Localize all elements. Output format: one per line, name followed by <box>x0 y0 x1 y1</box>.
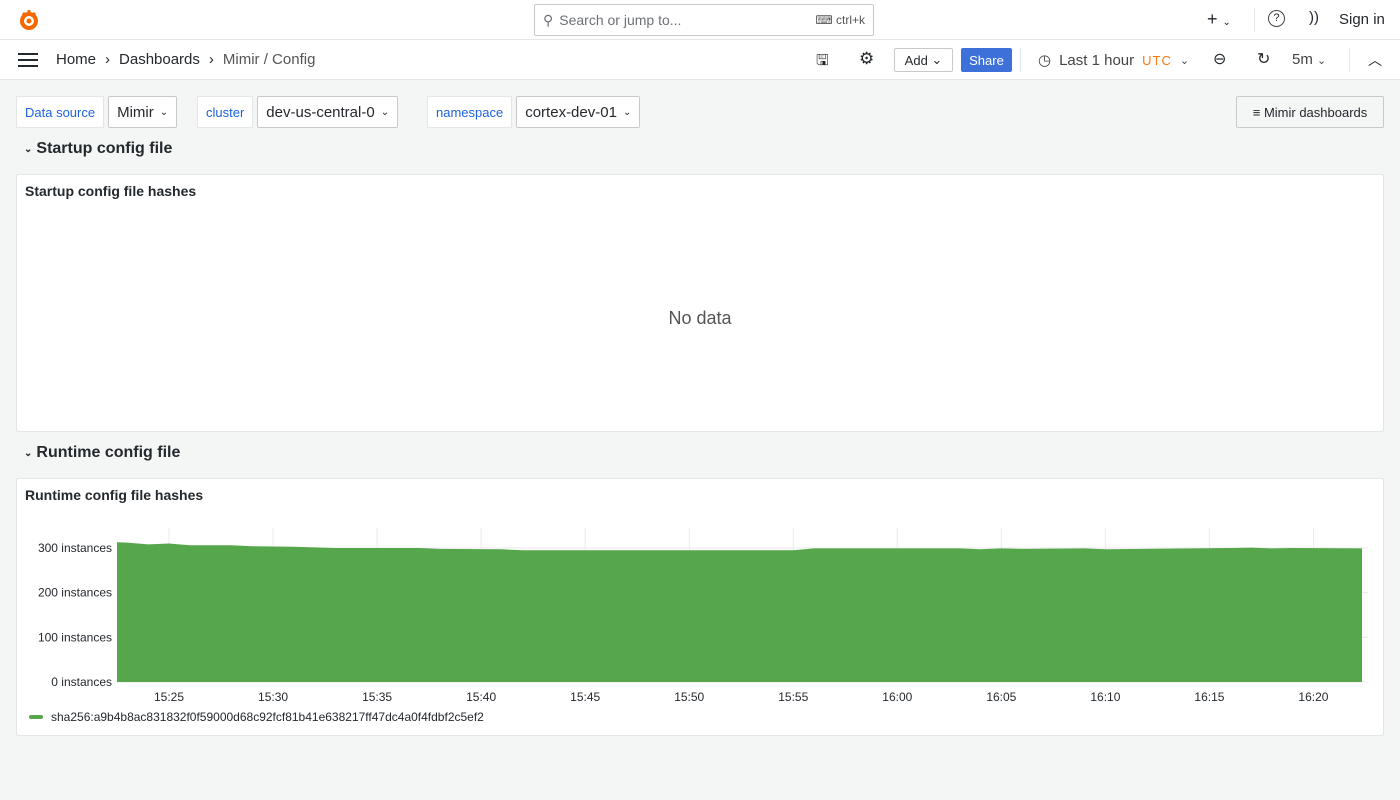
y-tick-label: 100 instances <box>38 630 112 644</box>
collapse-chevron-up-icon[interactable]: ︿ <box>1368 52 1382 68</box>
keyboard-shortcut: ⌨ ctrl+k <box>815 13 865 27</box>
x-tick-label: 16:20 <box>1298 690 1328 704</box>
settings-gear-icon[interactable]: ⚙ <box>859 49 875 68</box>
divider <box>1349 48 1350 72</box>
add-label: Add <box>904 52 928 68</box>
refresh-interval-picker[interactable]: 5m ⌄ <box>1292 51 1327 68</box>
rss-news-icon[interactable]: )) <box>1309 9 1319 26</box>
add-button[interactable]: Add ⌄ <box>894 48 953 72</box>
x-tick-label: 15:35 <box>362 690 392 704</box>
dashboard-nav: Home › Dashboards › Mimir / Config 🖫 ⚙ Add… <box>0 40 1400 80</box>
variable-cluster: cluster dev-us-central-0 ⌄ <box>197 96 399 128</box>
x-tick-label: 15:25 <box>154 690 184 704</box>
x-tick-label: 16:05 <box>986 690 1016 704</box>
variable-value: cortex-dev-01 <box>525 103 617 121</box>
variable-namespace: namespace cortex-dev-01 ⌄ <box>427 96 641 128</box>
divider <box>1254 8 1255 32</box>
variable-datasource: Data source Mimir ⌄ <box>16 96 178 128</box>
divider <box>1020 48 1021 72</box>
chevron-down-icon: ⌄ <box>24 143 33 155</box>
legend-label: sha256:a9b4b8ac831832f0f59000d68c92fcf81… <box>51 710 484 724</box>
search-input[interactable]: ⚲ Search or jump to... ⌨ ctrl+k <box>534 4 874 36</box>
x-tick-label: 16:00 <box>882 690 912 704</box>
clock-icon: ◷ <box>1038 52 1052 69</box>
time-range-picker[interactable]: ◷ Last 1 hour UTC ⌄ <box>1038 51 1190 70</box>
panel-startup-hashes: Startup config file hashes No data <box>16 174 1384 432</box>
sign-in-link[interactable]: Sign in <box>1339 11 1385 28</box>
shortcut-text: ctrl+k <box>835 13 865 27</box>
variable-value: dev-us-central-0 <box>266 103 375 121</box>
chevron-down-icon: ⌄ <box>24 447 33 459</box>
y-tick-label: 0 instances <box>51 675 112 689</box>
top-bar: ⚲ Search or jump to... ⌨ ctrl+k + ⌄ ? ))… <box>0 0 1400 40</box>
row-startup-config[interactable]: ⌄ Startup config file <box>24 140 172 158</box>
cluster-select[interactable]: dev-us-central-0 ⌄ <box>257 96 399 128</box>
x-tick-label: 16:10 <box>1090 690 1120 704</box>
x-tick-label: 15:40 <box>466 690 496 704</box>
row-runtime-config[interactable]: ⌄ Runtime config file <box>24 444 180 462</box>
variable-value: Mimir <box>117 103 154 121</box>
time-range-label: Last 1 hour <box>1059 51 1135 69</box>
series-area <box>117 542 1362 682</box>
search-icon: ⚲ <box>543 11 554 28</box>
help-icon[interactable]: ? <box>1268 10 1285 27</box>
x-tick-label: 15:55 <box>778 690 808 704</box>
panel-title: Runtime config file hashes <box>25 487 204 503</box>
save-icon[interactable]: 🖫 <box>816 52 829 69</box>
datasource-select[interactable]: Mimir ⌄ <box>108 96 178 128</box>
variable-label: Data source <box>16 96 105 128</box>
panel-title: Startup config file hashes <box>25 183 197 199</box>
no-data-message: No data <box>668 308 732 328</box>
chevron-right-icon: › <box>105 51 111 68</box>
y-tick-label: 300 instances <box>38 541 112 555</box>
timezone-label: UTC <box>1142 52 1172 68</box>
breadcrumb-dashboards[interactable]: Dashboards <box>119 51 200 68</box>
share-button[interactable]: Share <box>961 48 1012 72</box>
legend-item[interactable]: sha256:a9b4b8ac831832f0f59000d68c92fcf81… <box>29 710 484 724</box>
mimir-dashboards-label: Mimir dashboards <box>1263 104 1368 120</box>
refresh-interval-label: 5m <box>1292 51 1313 68</box>
zoom-out-icon[interactable]: ⊖ <box>1213 51 1227 68</box>
x-tick-label: 16:15 <box>1194 690 1224 704</box>
breadcrumb-home[interactable]: Home <box>56 51 97 68</box>
grafana-logo-icon[interactable] <box>17 8 41 32</box>
variable-label: namespace <box>427 96 513 128</box>
refresh-icon[interactable]: ↻ <box>1257 51 1271 68</box>
legend-swatch <box>29 715 43 719</box>
x-tick-label: 15:45 <box>570 690 600 704</box>
row-title: Runtime config file <box>36 444 181 461</box>
breadcrumb: Home › Dashboards › Mimir / Config <box>56 51 315 68</box>
row-title: Startup config file <box>36 140 173 157</box>
x-tick-label: 15:50 <box>674 690 704 704</box>
breadcrumb-current: Mimir / Config <box>222 51 316 68</box>
variable-label: cluster <box>197 96 254 128</box>
y-tick-label: 200 instances <box>38 586 112 600</box>
search-placeholder: Search or jump to... <box>559 12 682 28</box>
new-plus-icon[interactable]: + ⌄ <box>1207 9 1231 29</box>
chevron-right-icon: › <box>208 51 214 68</box>
namespace-select[interactable]: cortex-dev-01 ⌄ <box>516 96 641 128</box>
x-tick-label: 15:30 <box>258 690 288 704</box>
mimir-dashboards-link[interactable]: ≡ Mimir dashboards <box>1236 96 1384 128</box>
share-label: Share <box>969 52 1004 68</box>
menu-icon[interactable] <box>18 53 38 67</box>
